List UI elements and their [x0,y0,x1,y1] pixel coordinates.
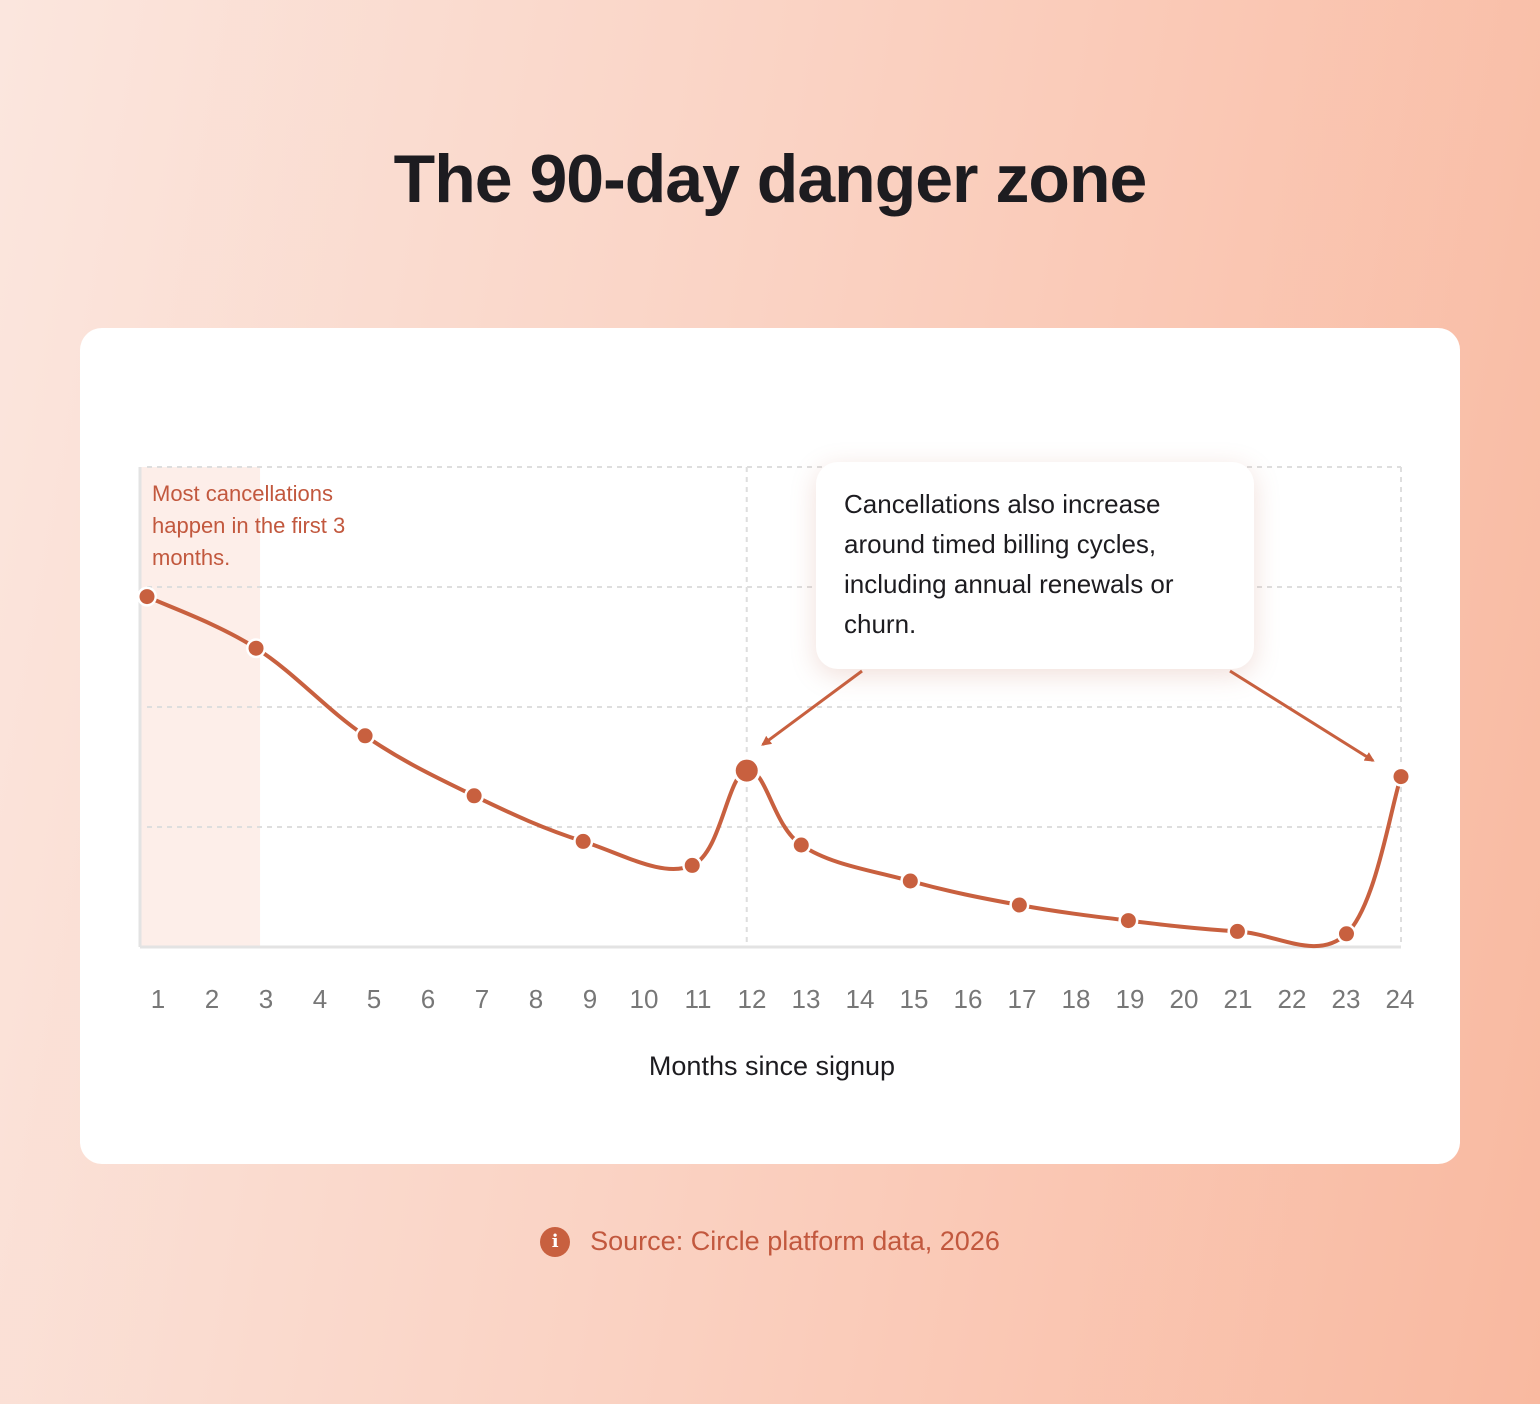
x-tick-label: 1 [151,984,165,1014]
data-point [735,759,758,782]
chart-card: 1 2 3 4 5 6 7 8 9 10 11 12 13 14 15 16 17 18 19 20 21 22 23 24 … [80,328,1460,1164]
x-tick-label: 6 [421,984,435,1014]
data-point [1011,897,1027,913]
data-point [1120,913,1136,929]
x-tick-label: 7 [475,984,489,1014]
annotation-arrow [761,669,863,746]
x-tick-label: 11 [685,984,712,1014]
x-tick-label: 4 [313,984,327,1014]
x-tick-label: 19 [1116,984,1145,1014]
x-tick-label: 13 [792,984,821,1014]
annotation-billing-cycles: Cancellations also increase around timed… [816,462,1254,669]
info-icon: i [540,1226,571,1257]
x-tick-label: 15 [900,984,929,1014]
page-title: The 90-day danger zone [393,141,1148,217]
data-point [357,728,373,744]
data-point [248,640,264,656]
x-axis-label: Months since signup [649,1051,895,1081]
x-tick-label: 24 [1386,984,1415,1014]
x-tick-label: 21 [1224,984,1253,1014]
data-point [684,857,700,873]
annotation-first-three-months: Most cancellations happen in the first 3… [152,481,346,570]
data-point [1338,926,1354,942]
x-tick-label: 16 [954,984,983,1014]
data-point [793,837,809,853]
source-text: Source: Circle platform data, 2026 [590,1226,1000,1256]
data-point [575,833,591,849]
x-tick-label: 23 [1332,984,1361,1014]
annotation-arrow [1229,669,1375,762]
data-point [139,589,155,605]
churn-line-chart: 1 2 3 4 5 6 7 8 9 10 11 12 13 14 15 16 17 18 19 20 21 22 23 24 … [137,466,1415,1081]
x-tick-label: 17 [1008,984,1037,1014]
x-tick-label: 12 [738,984,767,1014]
x-tick-label: 10 [630,984,659,1014]
x-tick-label: 22 [1278,984,1307,1014]
x-tick-label: 20 [1170,984,1199,1014]
annotation-billing-cycles-text: Cancellations also increase around timed… [844,489,1174,639]
data-point [466,788,482,804]
x-tick-label: 9 [583,984,597,1014]
data-point [1229,923,1245,939]
data-point [902,873,918,889]
x-tick-label: 5 [367,984,381,1014]
x-tick-label: 18 [1062,984,1091,1014]
x-tick-label: 14 [846,984,875,1014]
x-tick-label: 3 [259,984,273,1014]
x-tick-label: 2 [205,984,219,1014]
source-note: i Source: Circle platform data, 2026 [0,1226,1540,1257]
x-tick-label: 8 [529,984,543,1014]
data-point [1393,769,1409,785]
